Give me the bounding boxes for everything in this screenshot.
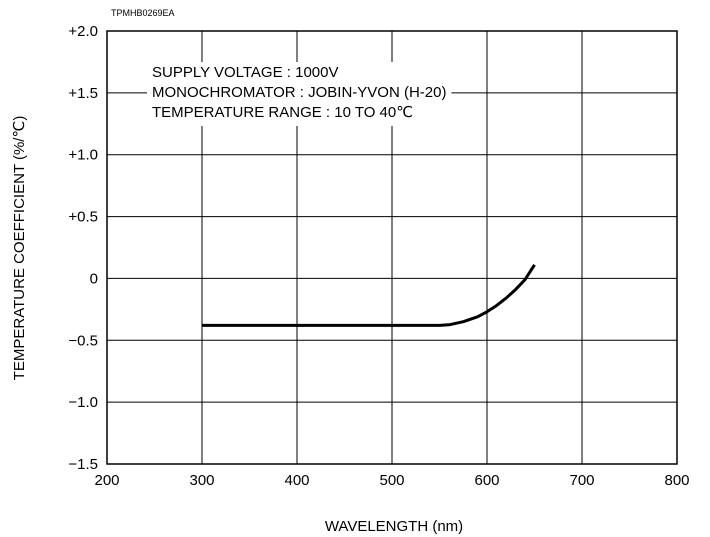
x-tick-label: 800 (664, 472, 689, 489)
series-layer (202, 263, 536, 327)
x-tick-label: 300 (189, 472, 214, 489)
plot-area-frame (106, 30, 678, 465)
y-tick-label: −1.0 (68, 394, 98, 411)
y-tick-label: 0 (90, 270, 98, 287)
x-tick-labels: 200 300 400 500 600 700 800 (94, 472, 689, 489)
y-axis-title: TEMPERATURE COEFFICIENT (%/℃) (11, 116, 28, 381)
x-tick-label: 500 (379, 472, 404, 489)
chart-code-label: TPMHB0269EA (111, 8, 175, 18)
temperature-coefficient-curve (202, 263, 536, 327)
x-tick-label: 700 (569, 472, 594, 489)
y-tick-label: −1.5 (68, 456, 98, 473)
annotation-block: SUPPLY VOLTAGE : 1000V MONOCHROMATOR : JO… (152, 64, 446, 121)
y-tick-label: +1.5 (68, 85, 98, 102)
y-tick-label: −0.5 (68, 332, 98, 349)
y-tick-label: +1.0 (68, 147, 98, 164)
x-axis-title: WAVELENGTH (nm) (325, 518, 463, 535)
annotation-line: TEMPERATURE RANGE : 10 TO 40℃ (152, 104, 413, 121)
annotation-line: MONOCHROMATOR : JOBIN-YVON (H-20) (152, 84, 446, 101)
y-tick-labels: +2.0 +1.5 +1.0 +0.5 0 −0.5 −1.0 −1.5 (68, 23, 98, 473)
annotation-background (147, 62, 452, 126)
x-tick-label: 200 (94, 472, 119, 489)
annotation-line: SUPPLY VOLTAGE : 1000V (152, 64, 338, 81)
y-tick-label: +2.0 (68, 23, 98, 40)
y-tick-label: +0.5 (68, 209, 98, 226)
x-tick-label: 600 (474, 472, 499, 489)
x-tick-label: 400 (284, 472, 309, 489)
